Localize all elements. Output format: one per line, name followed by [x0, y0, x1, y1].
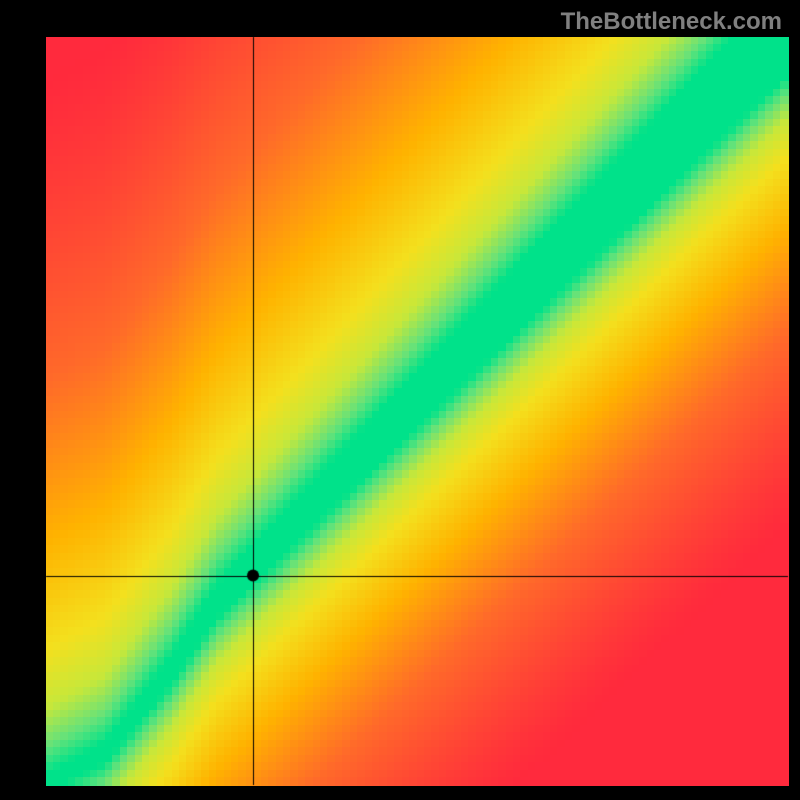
crosshair-overlay — [0, 0, 800, 800]
watermark-text: TheBottleneck.com — [561, 8, 782, 36]
chart-container: TheBottleneck.com — [0, 0, 800, 800]
